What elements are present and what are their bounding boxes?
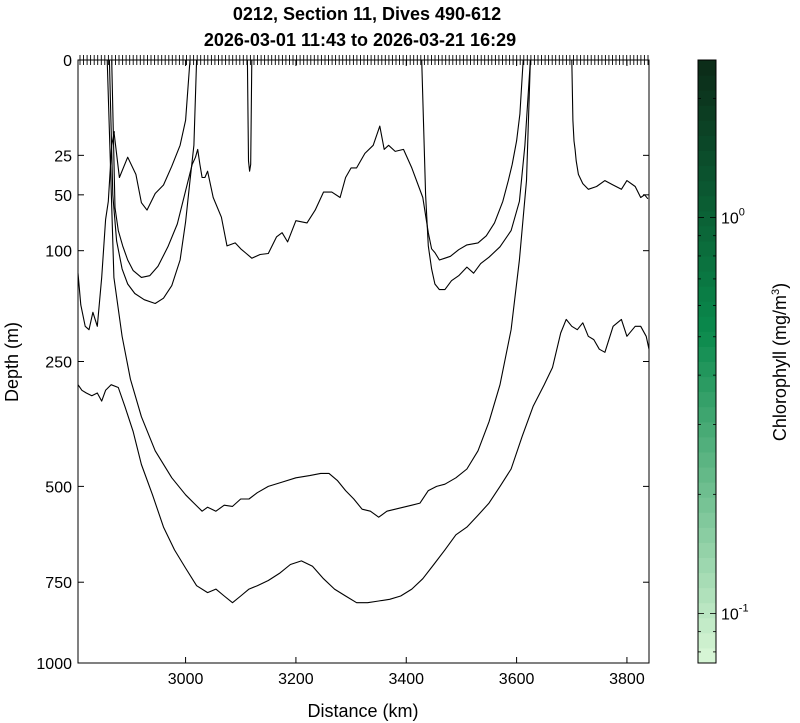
y-axis: 0 25 50 100 250 500 750 1000 — [36, 53, 649, 673]
colorbar-swatches — [698, 60, 716, 664]
colorbar-swatch — [698, 587, 716, 604]
colorbar-swatch — [698, 361, 716, 378]
colorbar-swatch — [698, 286, 716, 302]
colorbar-swatch — [698, 225, 716, 242]
colorbar-swatch — [698, 467, 716, 483]
y-tick-label: 50 — [54, 188, 72, 205]
colorbar-swatch — [698, 527, 716, 543]
y-tick-label: 100 — [45, 244, 72, 261]
y-tick-label: 250 — [45, 355, 72, 372]
colorbar-swatch — [698, 165, 716, 182]
colorbar-swatch — [698, 255, 716, 272]
contour-line — [106, 59, 531, 518]
colorbar-swatch — [698, 376, 716, 393]
y-tick-label: 500 — [45, 479, 72, 496]
colorbar-swatch — [698, 316, 716, 332]
colorbar-swatch — [698, 512, 716, 528]
colorbar-swatch — [698, 482, 716, 498]
x-axis-label: Distance (km) — [307, 701, 418, 721]
x-tick-label: 3000 — [168, 671, 204, 688]
contour-line — [571, 59, 649, 200]
contour-line — [108, 59, 198, 305]
x-axis: 3000 3200 3400 3600 3800 — [168, 60, 645, 688]
y-tick-label: 1000 — [36, 656, 72, 673]
contour-line — [111, 59, 528, 278]
colorbar-swatch — [698, 542, 716, 558]
colorbar-swatch — [698, 346, 716, 362]
colorbar-label: Chlorophyll (mg/m3) — [770, 283, 790, 441]
y-tick-label: 750 — [45, 575, 72, 592]
colorbar-border — [697, 59, 717, 664]
colorbar-swatch — [698, 210, 716, 227]
colorbar-swatch — [698, 632, 716, 649]
colorbar-swatch — [698, 436, 716, 453]
colorbar-swatch — [698, 150, 716, 167]
colorbar-swatch — [698, 572, 716, 589]
colorbar: 100 10-1 Chlorophyll (mg/m3) — [697, 59, 790, 664]
chart-title-line-1: 0212, Section 11, Dives 490-612 — [233, 4, 501, 24]
y-axis-label: Depth (m) — [2, 322, 22, 402]
colorbar-swatch — [698, 617, 716, 634]
colorbar-swatch — [698, 301, 716, 317]
contour-line — [421, 59, 531, 291]
colorbar-swatch — [698, 271, 716, 287]
contour-lines — [77, 59, 650, 604]
colorbar-tick-label: 100 — [721, 207, 745, 228]
contour-line — [113, 59, 191, 211]
chart-title-line-2: 2026-03-01 11:43 to 2026-03-21 16:29 — [204, 30, 516, 50]
contour-line — [77, 131, 115, 331]
x-tick-label: 3400 — [388, 671, 424, 688]
colorbar-swatch — [698, 90, 716, 106]
plot-frame — [78, 60, 649, 663]
colorbar-swatch — [698, 195, 716, 212]
colorbar-swatch — [698, 602, 716, 619]
y-tick-label: 25 — [54, 148, 72, 165]
colorbar-swatch — [698, 105, 716, 121]
colorbar-swatch — [698, 421, 716, 438]
colorbar-swatch — [698, 60, 716, 76]
colorbar-ticks: 100 10-1 — [698, 97, 749, 653]
colorbar-swatch — [698, 647, 716, 664]
y-tick-label: 0 — [63, 53, 72, 70]
colorbar-swatch — [698, 406, 716, 423]
colorbar-swatch — [698, 75, 716, 91]
colorbar-swatch — [698, 391, 716, 408]
colorbar-swatch — [698, 557, 716, 574]
colorbar-swatch — [698, 135, 716, 151]
x-tick-label: 3800 — [609, 671, 645, 688]
colorbar-swatch — [698, 240, 716, 257]
colorbar-swatch — [698, 180, 716, 197]
x-tick-label: 3200 — [278, 671, 314, 688]
colorbar-swatch — [698, 451, 716, 468]
plot-area: 3000 3200 3400 3600 3800 0 25 50 100 250 500 750 10… — [36, 53, 650, 688]
contour-line — [246, 59, 253, 172]
colorbar-swatch — [698, 120, 716, 136]
x-tick-label: 3600 — [499, 671, 535, 688]
colorbar-swatch — [698, 497, 716, 513]
colorbar-swatch — [698, 331, 716, 347]
colorbar-tick-label: 10-1 — [721, 603, 749, 624]
contour-line — [77, 318, 650, 604]
